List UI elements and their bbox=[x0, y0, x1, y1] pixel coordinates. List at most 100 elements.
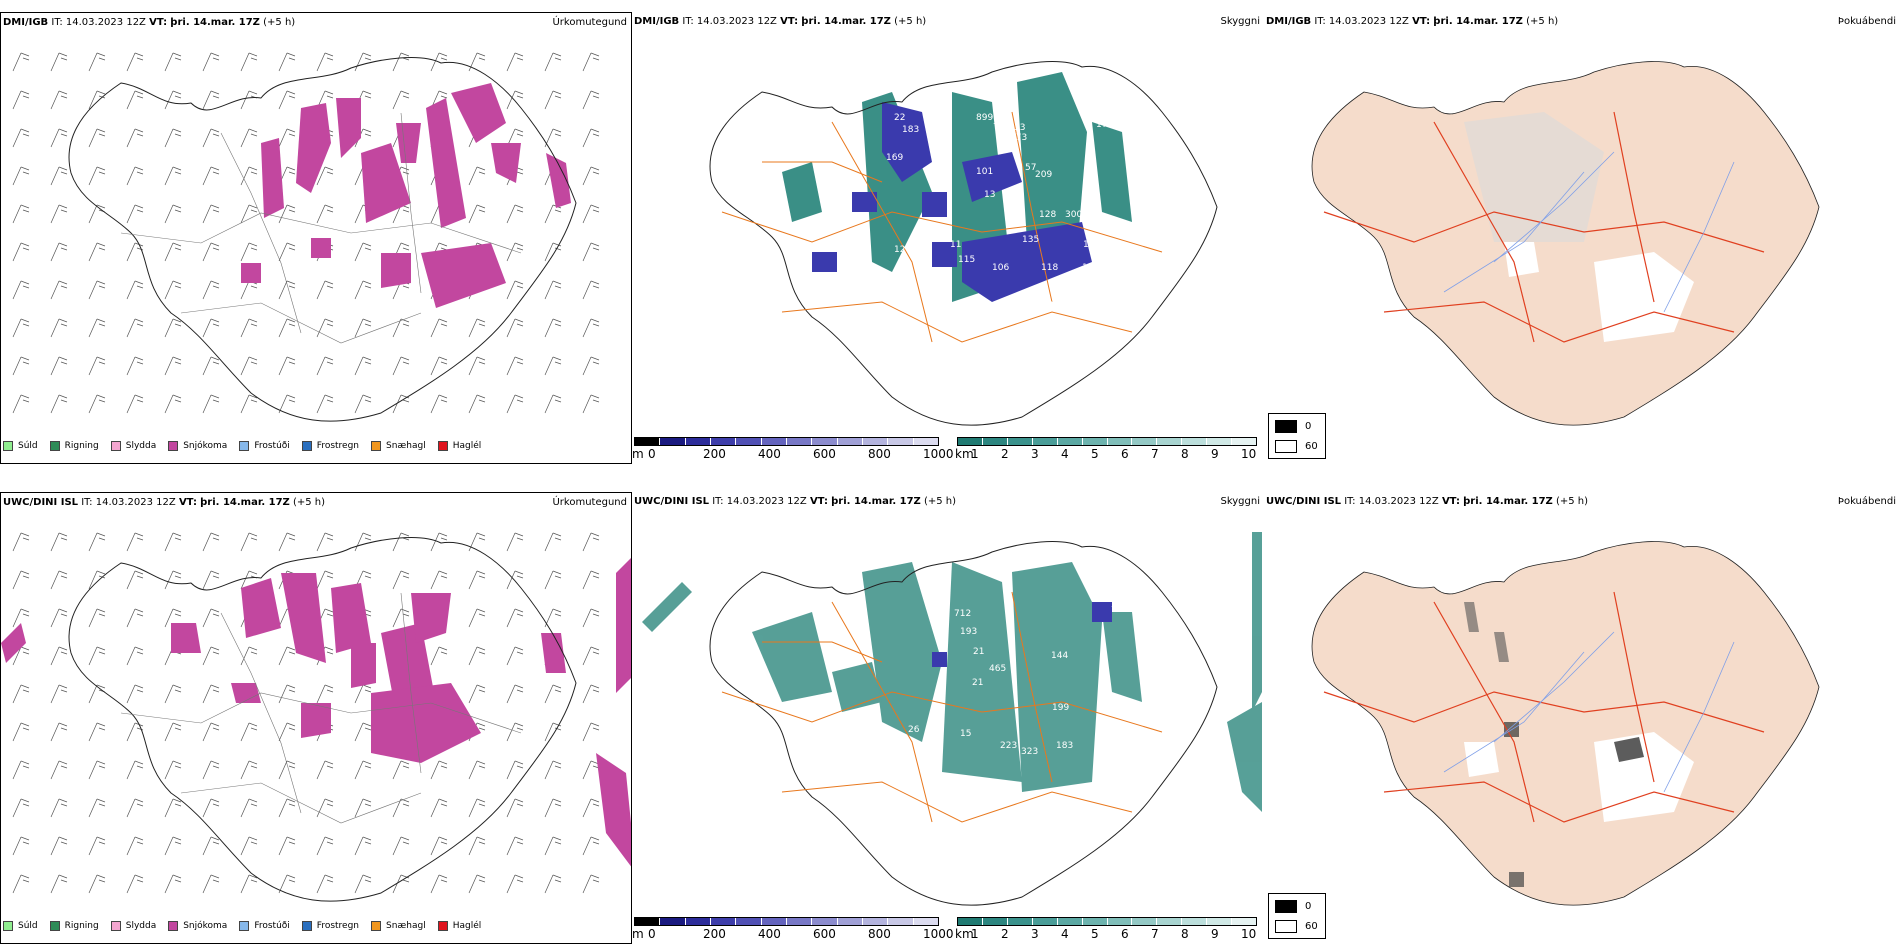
colorbar-tick: 400 bbox=[758, 447, 781, 461]
colorbar-tick: 7 bbox=[1151, 447, 1159, 461]
land bbox=[1311, 61, 1820, 426]
wind-barb-icon bbox=[88, 52, 106, 72]
legend-item: Snjókoma bbox=[168, 441, 227, 451]
colorbar-segment bbox=[913, 918, 938, 925]
colorbar-km bbox=[957, 437, 1257, 446]
wind-barb-icon bbox=[88, 874, 106, 894]
wind-barb-icon bbox=[468, 836, 486, 856]
wind-barb-icon bbox=[468, 570, 486, 590]
legend-item: Snjókoma bbox=[168, 921, 227, 931]
wind-barb-icon bbox=[202, 608, 220, 628]
wind-barb-icon bbox=[354, 836, 372, 856]
roads bbox=[1323, 591, 1765, 823]
visibility-value-label: 13 bbox=[1014, 123, 1025, 133]
wind-barb-icon bbox=[506, 52, 524, 72]
vt-label: VT: bbox=[149, 17, 168, 28]
legend-label: Frostregn bbox=[316, 441, 360, 451]
fog-key: 0 60 bbox=[1268, 893, 1326, 939]
wind-barb-icon bbox=[202, 52, 220, 72]
wind-barb-icon bbox=[506, 318, 524, 338]
wind-barb-icon bbox=[164, 52, 182, 72]
wind-barb-icon bbox=[50, 166, 68, 186]
fog-key-low-swatch bbox=[1275, 420, 1297, 433]
legend-swatch bbox=[301, 441, 312, 451]
wind-barb-icon bbox=[278, 760, 296, 780]
wind-barb-icon bbox=[50, 874, 68, 894]
wind-barb-icon bbox=[468, 646, 486, 666]
wind-barb-icon bbox=[164, 204, 182, 224]
model-name: DMI/IGB bbox=[3, 17, 49, 28]
wind-barb-icon bbox=[544, 52, 562, 72]
visibility-value-label: 118 bbox=[1041, 263, 1058, 273]
colorbar-segment bbox=[685, 438, 711, 445]
colorbar-segment bbox=[635, 438, 661, 445]
wind-barb-icon bbox=[88, 204, 106, 224]
wind-barb-icon bbox=[50, 318, 68, 338]
wind-barb-icon bbox=[12, 394, 30, 414]
legend-swatch bbox=[110, 921, 121, 931]
legend-item: Frostúði bbox=[239, 921, 290, 931]
low-visibility-teal bbox=[642, 532, 1262, 812]
fog-key: 0 60 bbox=[1268, 413, 1326, 459]
wind-barb-icon bbox=[354, 874, 372, 894]
legend-item: Frostregn bbox=[301, 441, 360, 451]
rivers bbox=[1443, 151, 1735, 313]
wind-barb-icon bbox=[392, 532, 410, 552]
visibility-value-label: 173 bbox=[934, 267, 951, 277]
coastline bbox=[709, 541, 1218, 906]
colorbar-segment bbox=[862, 918, 889, 925]
wind-barb-icon bbox=[354, 760, 372, 780]
wind-barb-icon bbox=[50, 760, 68, 780]
colorbar-tick: 10 bbox=[1241, 447, 1257, 461]
wind-barb-icon bbox=[468, 356, 486, 376]
wind-barb-icon bbox=[50, 128, 68, 148]
visibility-value-label: 465 bbox=[989, 664, 1006, 674]
wind-barb-icon bbox=[126, 608, 144, 628]
visibility-value-label: 28 bbox=[1178, 663, 1190, 673]
wind-barb-icon bbox=[506, 722, 524, 742]
roads bbox=[721, 591, 1163, 823]
colorbar-tick: 0 bbox=[648, 927, 656, 941]
colorbar-tick: 200 bbox=[703, 927, 726, 941]
legend-label: Snjókoma bbox=[183, 441, 228, 451]
wind-barb-icon bbox=[392, 90, 410, 110]
colorbar-segment bbox=[1007, 438, 1033, 445]
wind-barb-icon bbox=[582, 318, 600, 338]
visibility-value-label: 106 bbox=[992, 263, 1009, 273]
wind-barb-icon bbox=[202, 874, 220, 894]
colorbar-tick: 10 bbox=[1241, 927, 1257, 941]
wind-barb-icon bbox=[316, 798, 334, 818]
colorbar-km bbox=[957, 917, 1257, 926]
wind-barb-icon bbox=[12, 204, 30, 224]
wind-barb-icon bbox=[126, 318, 144, 338]
visibility-value-label: 20 bbox=[1110, 240, 1122, 250]
colorbar-segment bbox=[1032, 438, 1058, 445]
colorbar-segment bbox=[1132, 438, 1158, 445]
wind-barb-icon bbox=[316, 394, 334, 414]
legend-swatch bbox=[49, 441, 60, 451]
legend-swatch bbox=[371, 441, 382, 451]
wind-barb-icon bbox=[202, 646, 220, 666]
wind-barb-icon bbox=[506, 684, 524, 704]
wind-barb-icon bbox=[50, 532, 68, 552]
wind-barb-icon bbox=[544, 242, 562, 262]
wind-barb-icon bbox=[544, 280, 562, 300]
wind-barb-icon bbox=[50, 646, 68, 666]
visibility-value-label: 473 bbox=[1010, 133, 1027, 143]
colorbar-segment bbox=[710, 438, 737, 445]
wind-barb-icon bbox=[544, 204, 562, 224]
legend-item: Rigning bbox=[49, 441, 99, 451]
wind-barb-icon bbox=[278, 394, 296, 414]
wind-barb-icon bbox=[392, 836, 410, 856]
panel-title: Skyggni bbox=[1220, 16, 1260, 27]
wind-barb-icon bbox=[240, 318, 258, 338]
precip-type-map-dmi bbox=[12, 52, 600, 422]
wind-barb-icon bbox=[430, 798, 448, 818]
visibility-panel-dmi: 22 899 354 183 473 176 13 169 57 209 89 75 101 13 128 3… bbox=[632, 12, 1264, 464]
it-value: 14.03.2023 12Z bbox=[696, 16, 777, 27]
legend-swatch bbox=[3, 921, 13, 931]
vt-value: þri. 14.mar. 17Z bbox=[200, 497, 290, 508]
wind-barb-icon bbox=[164, 608, 182, 628]
wind-barb-icon bbox=[430, 836, 448, 856]
